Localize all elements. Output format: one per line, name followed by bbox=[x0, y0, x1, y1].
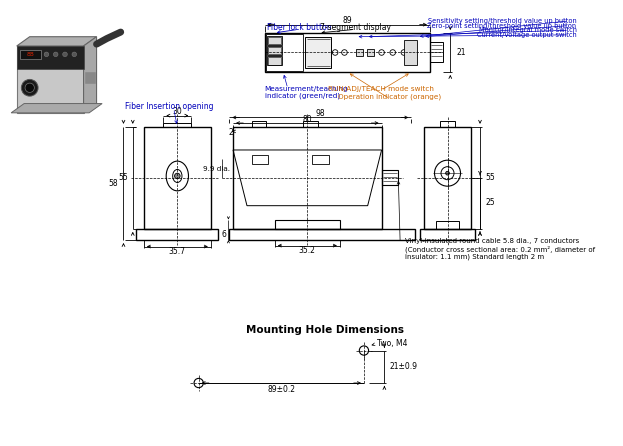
Bar bbox=[404, 41, 417, 65]
Text: 58: 58 bbox=[108, 179, 118, 188]
Polygon shape bbox=[11, 103, 102, 113]
Text: 88: 88 bbox=[27, 52, 34, 57]
Bar bbox=[265, 33, 430, 72]
Bar bbox=[233, 127, 382, 229]
Polygon shape bbox=[17, 37, 97, 46]
Bar bbox=[269, 47, 282, 54]
Text: 9.9 dia.: 9.9 dia. bbox=[203, 165, 230, 172]
Text: 35.7: 35.7 bbox=[169, 247, 186, 256]
Circle shape bbox=[434, 160, 460, 186]
Bar bbox=[367, 49, 374, 56]
Text: 89: 89 bbox=[343, 17, 352, 25]
Circle shape bbox=[25, 83, 34, 92]
Bar bbox=[275, 219, 340, 229]
Bar bbox=[382, 170, 398, 185]
Circle shape bbox=[341, 50, 347, 55]
Text: 7-segment display: 7-segment display bbox=[320, 23, 391, 32]
Bar bbox=[21, 50, 41, 59]
Text: (Conductor cross sectional area: 0.2 mm², diameter of: (Conductor cross sectional area: 0.2 mm²… bbox=[405, 246, 595, 253]
Circle shape bbox=[54, 52, 58, 57]
Bar bbox=[163, 123, 191, 127]
Text: 89±0.2: 89±0.2 bbox=[267, 385, 295, 394]
Bar bbox=[312, 155, 329, 164]
Text: 98: 98 bbox=[315, 109, 325, 118]
Bar bbox=[17, 46, 83, 69]
Bar bbox=[252, 155, 269, 164]
Text: 55: 55 bbox=[118, 173, 128, 182]
Circle shape bbox=[44, 52, 49, 57]
Bar bbox=[430, 42, 443, 62]
Text: Fiber lock button: Fiber lock button bbox=[267, 23, 331, 32]
Text: 6: 6 bbox=[221, 230, 226, 239]
Text: 80: 80 bbox=[303, 115, 312, 124]
Text: Mounting Hole Dimensions: Mounting Hole Dimensions bbox=[246, 325, 404, 335]
Circle shape bbox=[359, 346, 369, 355]
Circle shape bbox=[445, 171, 449, 175]
Text: Vinyl-insulated round cable 5.8 dia., 7 conductors: Vinyl-insulated round cable 5.8 dia., 7 … bbox=[405, 238, 579, 244]
Circle shape bbox=[174, 173, 180, 179]
Text: 25: 25 bbox=[485, 198, 495, 207]
Circle shape bbox=[21, 79, 38, 96]
Text: 21±0.9: 21±0.9 bbox=[389, 362, 417, 371]
Ellipse shape bbox=[173, 169, 182, 182]
Text: Zero-point setting/threshold value up button: Zero-point setting/threshold value up bu… bbox=[427, 23, 576, 29]
Bar bbox=[269, 57, 282, 65]
Bar bbox=[17, 46, 83, 113]
Bar bbox=[440, 121, 455, 127]
Text: 55: 55 bbox=[485, 173, 495, 182]
Circle shape bbox=[333, 50, 338, 55]
Text: 2: 2 bbox=[229, 128, 234, 137]
Bar bbox=[267, 36, 282, 45]
Bar bbox=[136, 229, 218, 240]
Circle shape bbox=[441, 167, 454, 180]
Bar bbox=[265, 34, 303, 71]
Bar bbox=[424, 127, 471, 229]
Text: Current/Voltage output switch: Current/Voltage output switch bbox=[477, 32, 576, 38]
Bar bbox=[269, 37, 282, 44]
Bar bbox=[267, 46, 282, 55]
Text: insulator: 1.1 mm) Standard length 2 m: insulator: 1.1 mm) Standard length 2 m bbox=[405, 253, 544, 260]
Bar bbox=[252, 121, 267, 127]
Text: 21: 21 bbox=[457, 48, 466, 57]
Circle shape bbox=[379, 50, 384, 55]
Circle shape bbox=[72, 52, 77, 57]
Bar bbox=[436, 222, 459, 229]
Text: Sensitivity setting/threshold value up button: Sensitivity setting/threshold value up b… bbox=[428, 18, 576, 24]
Circle shape bbox=[63, 52, 67, 57]
Text: Monitor/Integral mode switch: Monitor/Integral mode switch bbox=[478, 27, 576, 33]
Bar bbox=[305, 37, 331, 68]
Circle shape bbox=[401, 50, 407, 55]
Circle shape bbox=[194, 378, 203, 388]
Polygon shape bbox=[83, 37, 97, 113]
Bar bbox=[144, 127, 211, 229]
Bar bbox=[420, 229, 475, 240]
Text: Two, M4: Two, M4 bbox=[377, 339, 407, 347]
Circle shape bbox=[390, 50, 396, 55]
Text: 30: 30 bbox=[173, 107, 182, 116]
Bar bbox=[356, 49, 363, 56]
Bar bbox=[229, 229, 415, 240]
Text: RUN/ADJ/TEACH mode switch: RUN/ADJ/TEACH mode switch bbox=[328, 86, 434, 92]
Bar bbox=[85, 72, 95, 83]
Text: 35.2: 35.2 bbox=[299, 246, 316, 255]
Bar bbox=[267, 56, 282, 66]
Text: Operation indicator (orange): Operation indicator (orange) bbox=[338, 94, 442, 100]
Bar bbox=[303, 121, 318, 127]
Text: Measurement/teaching
indicator (green/red): Measurement/teaching indicator (green/re… bbox=[265, 86, 348, 99]
Ellipse shape bbox=[166, 161, 189, 191]
Text: Fiber Insertion opening: Fiber Insertion opening bbox=[125, 102, 213, 111]
